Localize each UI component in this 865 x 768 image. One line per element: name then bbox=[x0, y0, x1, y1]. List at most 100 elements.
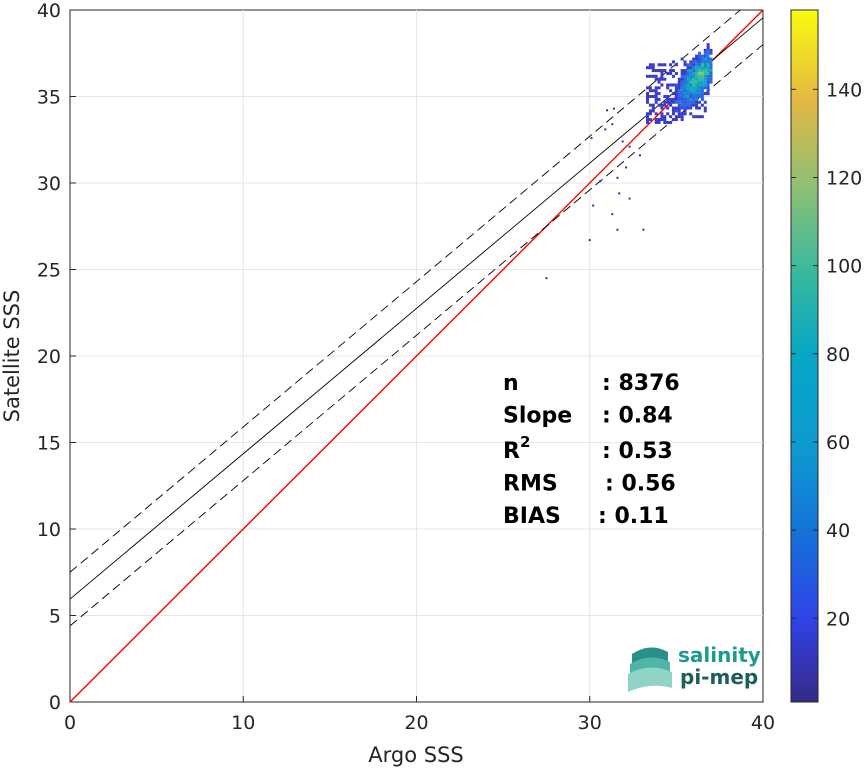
density-cell bbox=[674, 89, 678, 93]
density-cell bbox=[697, 60, 701, 64]
density-cell bbox=[683, 89, 687, 93]
density-cell bbox=[677, 92, 681, 96]
y-tick-label: 10 bbox=[37, 519, 61, 541]
density-cell bbox=[703, 48, 707, 52]
line-fit_lower bbox=[70, 44, 763, 627]
density-cell bbox=[695, 71, 699, 75]
density-cell bbox=[657, 118, 661, 122]
density-cell bbox=[697, 100, 701, 104]
x-tick-label: 20 bbox=[404, 712, 428, 734]
stat-value: : 0.56 bbox=[605, 472, 676, 497]
density-cell bbox=[695, 74, 699, 78]
density-cell bbox=[654, 120, 658, 124]
density-cell bbox=[669, 63, 673, 67]
outlier-point bbox=[628, 197, 631, 200]
density-cell bbox=[706, 48, 710, 52]
density-cell bbox=[683, 109, 687, 113]
density-cell bbox=[703, 83, 707, 87]
x-axis-label: Argo SSS bbox=[368, 743, 463, 767]
density-cell bbox=[689, 95, 693, 98]
density-cell bbox=[680, 57, 684, 61]
density-cell bbox=[700, 66, 704, 70]
colorbar-tick-label: 20 bbox=[826, 608, 850, 630]
outlier-point bbox=[613, 107, 616, 110]
colorbar-ticks: 20 40 60 80 100 120 140 bbox=[791, 79, 862, 630]
outlier-point bbox=[611, 123, 614, 126]
density-cell bbox=[695, 77, 699, 81]
density-cell bbox=[706, 71, 710, 75]
density-cell bbox=[697, 69, 701, 73]
stat-value: : 0.84 bbox=[602, 404, 673, 429]
density-cell bbox=[671, 74, 675, 78]
density-cell bbox=[680, 83, 684, 87]
density-cell bbox=[695, 83, 699, 87]
outlier-point bbox=[545, 277, 548, 280]
density-cell bbox=[692, 86, 696, 90]
salinity-pi-mep-logo: salinity pi-mep bbox=[628, 643, 761, 692]
density-cell bbox=[671, 118, 675, 122]
density-cell bbox=[657, 63, 661, 67]
density-cell bbox=[669, 115, 673, 119]
density-cell bbox=[686, 74, 690, 78]
density-cell bbox=[709, 80, 713, 84]
density-cell bbox=[683, 77, 687, 81]
outlier-point bbox=[642, 228, 645, 231]
density-cell bbox=[674, 95, 678, 98]
y-tick-labels: 0 5 10 15 20 25 30 35 40 bbox=[37, 0, 61, 714]
density-cell bbox=[703, 63, 707, 67]
density-cell bbox=[648, 86, 652, 90]
density-cell bbox=[648, 89, 652, 93]
density-cell bbox=[680, 92, 684, 96]
density-cell bbox=[697, 89, 701, 93]
density-cell bbox=[709, 77, 713, 81]
density-cell bbox=[674, 83, 678, 87]
x-tick-label: 0 bbox=[64, 712, 76, 734]
density-cell bbox=[663, 100, 667, 104]
density-cell bbox=[686, 66, 690, 70]
density-cell bbox=[703, 57, 707, 61]
density-cell bbox=[695, 63, 699, 67]
density-cell bbox=[660, 106, 664, 110]
density-cell bbox=[709, 69, 713, 73]
density-cell bbox=[692, 89, 696, 93]
density-cell bbox=[700, 92, 704, 96]
density-cell bbox=[689, 100, 693, 104]
density-cell bbox=[648, 112, 652, 116]
density-cell bbox=[654, 74, 658, 78]
density-cell bbox=[683, 106, 687, 110]
y-tick-label: 30 bbox=[37, 173, 61, 195]
density-cell bbox=[654, 97, 658, 101]
density-cell bbox=[686, 69, 690, 73]
y-tick-label: 15 bbox=[37, 433, 61, 455]
density-cell bbox=[692, 77, 696, 81]
density-cell bbox=[666, 71, 670, 75]
x-tick-label: 40 bbox=[751, 712, 775, 734]
density-cell bbox=[646, 120, 649, 124]
density-cell bbox=[683, 95, 687, 98]
density-cell bbox=[683, 100, 687, 104]
density-cell bbox=[697, 106, 701, 110]
density-cell bbox=[706, 80, 710, 84]
density-cell bbox=[686, 63, 690, 67]
density-cell bbox=[697, 86, 701, 90]
density-cell bbox=[677, 100, 681, 104]
density-cell bbox=[674, 97, 678, 101]
density-cell bbox=[686, 77, 690, 81]
density-cell bbox=[646, 86, 649, 90]
outlier-point bbox=[592, 204, 595, 207]
stat-value: : 0.11 bbox=[598, 504, 669, 529]
density-cell bbox=[692, 71, 696, 75]
density-cell bbox=[677, 95, 681, 98]
density-cell bbox=[671, 112, 675, 116]
density-cell bbox=[660, 115, 664, 119]
density-cell bbox=[648, 66, 652, 70]
density-cell bbox=[700, 77, 704, 81]
density-cell bbox=[686, 95, 690, 98]
density-cell bbox=[689, 89, 693, 93]
density-cell bbox=[692, 83, 696, 87]
density-cell bbox=[674, 100, 678, 104]
density-cell bbox=[706, 86, 710, 90]
density-cell bbox=[706, 69, 710, 73]
density-cell bbox=[683, 83, 687, 87]
